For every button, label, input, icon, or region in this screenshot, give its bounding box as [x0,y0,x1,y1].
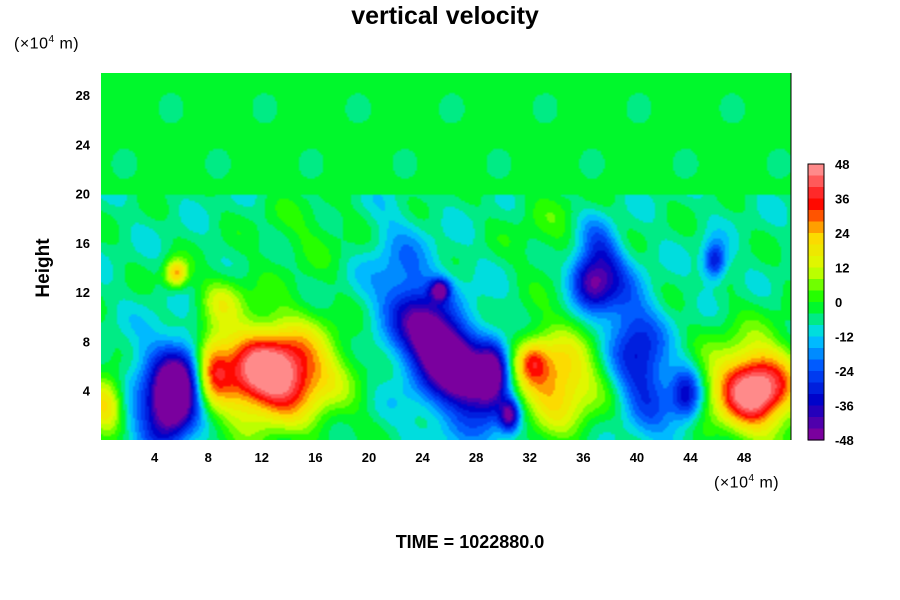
x-tick-label: 44 [683,450,698,465]
y-axis-ticks: 4 8 12 16 20 24 28 [76,88,91,399]
colorbar-tick-label: 0 [835,295,842,310]
colorbar-bands [808,164,824,441]
colorbar-tick-label: -12 [835,330,854,345]
x-tick-label: 16 [308,450,322,465]
colorbar-tick-label: -24 [835,364,855,379]
colorbar-band [808,348,824,361]
colorbar-band [808,198,824,211]
y-tick-label: 4 [83,384,91,399]
colorbar-tick-label: 24 [835,226,850,241]
colorbar-band [808,359,824,372]
colorbar-band [808,405,824,418]
colorbar-ticks: 48 36 24 12 0 -12 -24 -36 -48 [835,157,855,448]
colorbar-band [808,417,824,430]
colorbar-band [808,371,824,384]
colorbar-tick-label: -36 [835,399,854,414]
colorbar [807,163,825,441]
colorbar-band [808,210,824,223]
x-tick-label: 40 [630,450,644,465]
chart-title: vertical velocity [351,2,539,30]
x-tick-label: 20 [362,450,376,465]
colorbar-band [808,164,824,177]
y-tick-label: 16 [76,236,90,251]
x-tick-label: 24 [415,450,430,465]
colorbar-band [808,279,824,292]
y-tick-label: 12 [76,285,90,300]
colorbar-band [808,394,824,407]
x-axis-unit: (×104 m) [714,473,780,492]
x-tick-label: 36 [576,450,590,465]
colorbar-tick-label: -48 [835,433,854,448]
colorbar-tick-label: 48 [835,157,849,172]
y-axis-unit: (×104 m) [14,34,80,53]
colorbar-band [808,382,824,395]
y-tick-label: 8 [83,334,90,349]
y-tick-label: 24 [76,137,91,152]
x-tick-label: 4 [151,450,159,465]
colorbar-band [808,313,824,326]
x-tick-label: 12 [255,450,269,465]
colorbar-band [808,302,824,315]
x-tick-label: 48 [737,450,751,465]
colorbar-band [808,256,824,269]
time-label: TIME = 1022880.0 [395,532,545,552]
velocity-field [101,73,791,440]
y-tick-label: 28 [76,88,90,103]
colorbar-band [808,336,824,349]
x-tick-label: 8 [205,450,212,465]
colorbar-band [808,187,824,200]
colorbar-band [808,325,824,338]
x-tick-label: 32 [523,450,537,465]
y-tick-label: 20 [76,187,90,202]
colorbar-band [808,244,824,257]
colorbar-band [808,428,824,441]
colorbar-band [808,221,824,234]
colorbar-band [808,233,824,246]
colorbar-tick-label: 36 [835,192,849,207]
x-tick-label: 28 [469,450,483,465]
colorbar-band [808,290,824,303]
x-axis-ticks: 4 8 12 16 20 24 28 32 36 40 44 48 [151,450,751,465]
colorbar-tick-label: 12 [835,261,849,276]
colorbar-band [808,175,824,188]
colorbar-band [808,267,824,280]
